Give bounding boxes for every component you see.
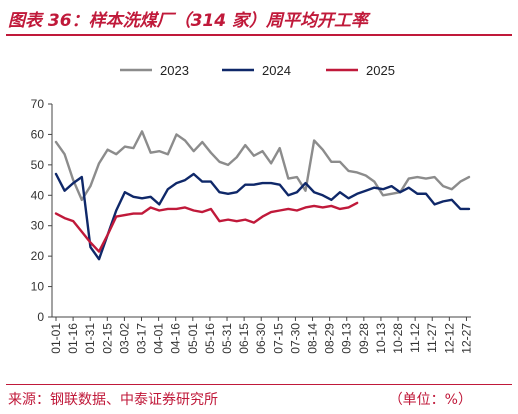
legend-label-2023: 2023 [160,63,189,78]
chart-title: 图表 36：样本洗煤厂（314 家）周平均开工率 [8,11,368,31]
series-layer [54,130,471,261]
x-tick-label: 08-14 [306,323,320,354]
x-tick-label: 02-15 [100,323,114,354]
x-tick-label: 06-30 [254,323,268,354]
title-divider [6,34,512,36]
y-tick-label: 40 [31,188,45,202]
legend: 2023 2024 2025 [120,63,395,78]
series-line-2024 [54,172,471,261]
axes: 0 10 20 30 40 50 60 70 01-01 01-16 01-31 02-15 03-02… [31,97,474,354]
y-tick-label: 70 [31,97,45,111]
x-tick-label: 03-17 [135,323,149,354]
x-tick-label: 01-31 [83,323,97,354]
x-tick-label: 06-15 [237,323,251,354]
x-tick-label: 07-15 [271,323,285,354]
x-tick-label: 11-12 [408,323,422,353]
legend-label-2025: 2025 [366,63,395,78]
y-tick-label: 60 [31,127,45,141]
footer-divider [6,384,512,385]
x-tick-label: 07-30 [288,323,302,354]
x-tick-label: 04-16 [169,323,183,354]
x-tick-label: 09-13 [340,323,354,354]
x-tick-label: 08-29 [323,323,337,354]
y-tick-label: 10 [31,280,45,294]
y-tick-label: 20 [31,249,45,263]
x-tick-label: 09-28 [357,323,371,354]
series-line-2025 [54,201,359,253]
x-tick-label: 11-27 [425,323,439,353]
x-tick-label: 05-01 [186,323,200,354]
x-tick-label: 10-28 [391,323,405,354]
x-tick-label: 05-16 [203,323,217,354]
x-tick-label: 01-16 [66,323,80,354]
x-tick-label: 04-01 [152,323,166,354]
x-tick-label: 12-27 [459,323,473,354]
y-tick-label: 30 [31,219,45,233]
legend-label-2024: 2024 [262,63,291,78]
x-tick-label: 03-02 [117,323,131,354]
y-tick-label: 50 [31,158,45,172]
x-tick-label: 12-12 [442,323,456,354]
y-tick-label: 0 [37,310,44,324]
x-tick-label: 05-31 [220,323,234,354]
unit-note: （单位：%） [388,392,472,408]
line-chart: 2023 2024 2025 0 10 20 30 40 50 60 70 01-01 01-16 01… [31,63,474,354]
x-tick-label: 10-13 [374,323,388,354]
x-tick-label: 01-01 [49,323,63,354]
source-note: 来源：钢联数据、中泰证券研究所 [8,392,218,408]
